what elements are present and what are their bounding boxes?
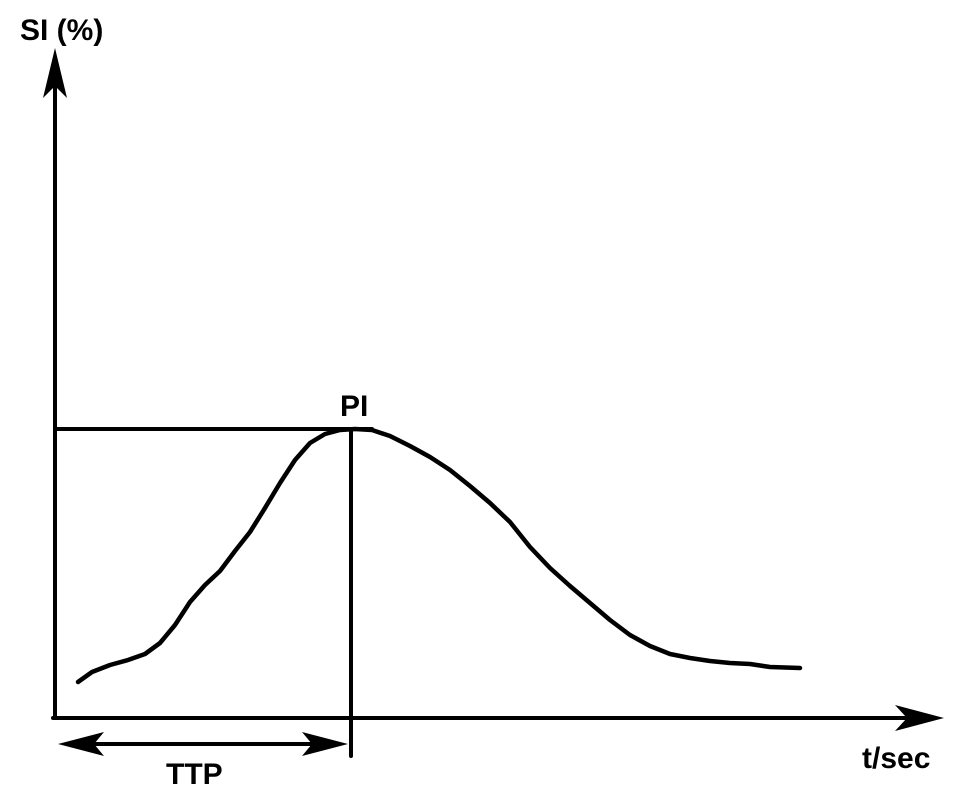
x-axis-label: t/sec [862,742,930,775]
y-axis-arrowhead [43,48,67,98]
ttp-arrow-right-head [302,732,348,756]
peak-intensity-label: PI [340,390,368,423]
y-axis-label: SI (%) [20,14,103,47]
intensity-curve [75,426,803,685]
ttp-arrow-left-head [58,732,104,756]
x-axis-arrowhead [895,705,944,731]
time-to-peak-label: TTP [166,758,223,791]
